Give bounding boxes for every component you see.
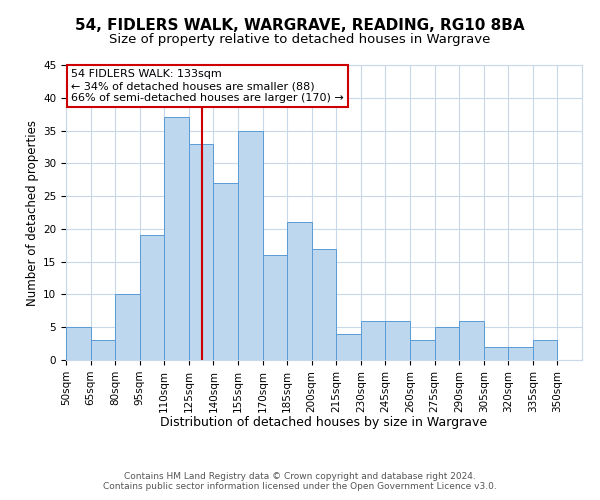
X-axis label: Distribution of detached houses by size in Wargrave: Distribution of detached houses by size … (160, 416, 488, 429)
Bar (336, 334, 361, 360)
Bar (214, 183, 238, 360)
Bar (508, 347, 533, 360)
Bar (287, 222, 312, 360)
Bar (91, 340, 115, 360)
Bar (312, 248, 336, 360)
Bar (484, 347, 508, 360)
Text: 54 FIDLERS WALK: 133sqm
← 34% of detached houses are smaller (88)
66% of semi-de: 54 FIDLERS WALK: 133sqm ← 34% of detache… (71, 70, 344, 102)
Text: Contains public sector information licensed under the Open Government Licence v3: Contains public sector information licen… (103, 482, 497, 491)
Bar (361, 320, 385, 360)
Bar (115, 294, 140, 360)
Text: Contains HM Land Registry data © Crown copyright and database right 2024.: Contains HM Land Registry data © Crown c… (124, 472, 476, 481)
Text: Size of property relative to detached houses in Wargrave: Size of property relative to detached ho… (109, 32, 491, 46)
Bar (66, 327, 91, 360)
Bar (140, 236, 164, 360)
Bar (533, 340, 557, 360)
Y-axis label: Number of detached properties: Number of detached properties (26, 120, 39, 306)
Bar (238, 130, 263, 360)
Bar (189, 144, 214, 360)
Text: 54, FIDLERS WALK, WARGRAVE, READING, RG10 8BA: 54, FIDLERS WALK, WARGRAVE, READING, RG1… (75, 18, 525, 32)
Bar (263, 255, 287, 360)
Bar (410, 340, 434, 360)
Bar (459, 320, 484, 360)
Bar (434, 327, 459, 360)
Bar (385, 320, 410, 360)
Bar (164, 118, 189, 360)
